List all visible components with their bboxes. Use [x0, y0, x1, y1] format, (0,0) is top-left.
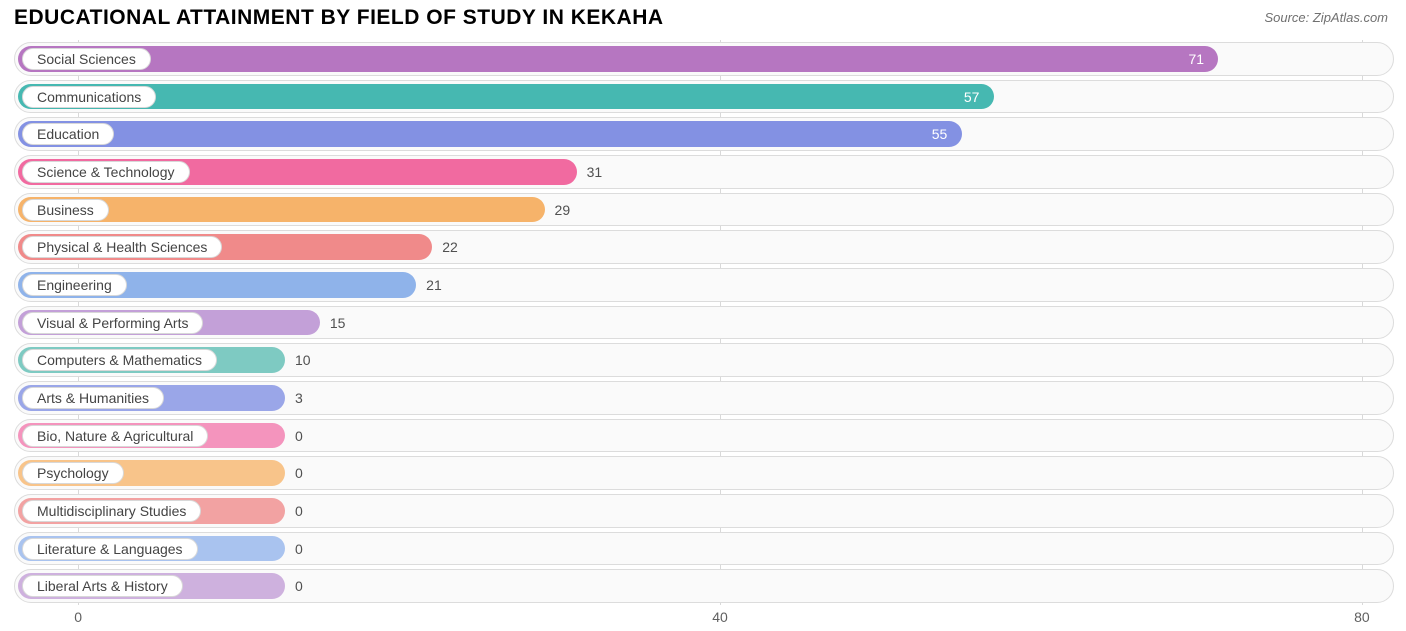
- bar-value-label: 0: [295, 465, 303, 481]
- bar-value-label: 0: [295, 578, 303, 594]
- bar-fill: [18, 46, 1218, 72]
- bar-category-label: Communications: [22, 86, 156, 108]
- chart-container: EDUCATIONAL ATTAINMENT BY FIELD OF STUDY…: [0, 0, 1406, 631]
- x-axis: 0 40 80: [14, 609, 1394, 627]
- bar-row: Engineering 21: [14, 268, 1394, 302]
- bar-value-label: 0: [295, 541, 303, 557]
- bar-row: Education 55: [14, 117, 1394, 151]
- bar-value-label: 31: [587, 164, 603, 180]
- x-axis-tick-label: 80: [1354, 609, 1370, 625]
- bar-category-label: Computers & Mathematics: [22, 349, 217, 371]
- bar-row: Bio, Nature & Agricultural 0: [14, 419, 1394, 453]
- chart-title: EDUCATIONAL ATTAINMENT BY FIELD OF STUDY…: [14, 6, 664, 30]
- bar-row: Literature & Languages 0: [14, 532, 1394, 566]
- bar-value-label: 71: [1188, 51, 1204, 67]
- x-axis-tick-label: 0: [74, 609, 82, 625]
- bar-value-label: 21: [426, 277, 442, 293]
- bar-category-label: Engineering: [22, 274, 127, 296]
- bar-category-label: Education: [22, 123, 114, 145]
- bar-category-label: Bio, Nature & Agricultural: [22, 425, 208, 447]
- bar-category-label: Visual & Performing Arts: [22, 312, 203, 334]
- bar-value-label: 29: [555, 202, 571, 218]
- bar-fill: [18, 121, 962, 147]
- bar-category-label: Physical & Health Sciences: [22, 236, 222, 258]
- bar-value-label: 22: [442, 239, 458, 255]
- bar-group: Social Sciences 71 Communications 57 Educati…: [14, 40, 1394, 605]
- bar-row: Science & Technology 31: [14, 155, 1394, 189]
- bar-row: Business 29: [14, 193, 1394, 227]
- plot-area: Social Sciences 71 Communications 57 Educati…: [14, 40, 1394, 605]
- bar-row: Psychology 0: [14, 456, 1394, 490]
- bar-row: Multidisciplinary Studies 0: [14, 494, 1394, 528]
- bar-category-label: Literature & Languages: [22, 538, 198, 560]
- bar-category-label: Science & Technology: [22, 161, 190, 183]
- x-axis-tick-label: 40: [712, 609, 728, 625]
- bar-row: Social Sciences 71: [14, 42, 1394, 76]
- bar-row: Visual & Performing Arts 15: [14, 306, 1394, 340]
- bar-value-label: 3: [295, 390, 303, 406]
- bar-value-label: 10: [295, 352, 311, 368]
- bar-fill: [18, 84, 994, 110]
- bar-row: Communications 57: [14, 80, 1394, 114]
- bar-value-label: 0: [295, 428, 303, 444]
- bar-category-label: Psychology: [22, 462, 124, 484]
- bar-category-label: Business: [22, 199, 109, 221]
- bar-row: Computers & Mathematics 10: [14, 343, 1394, 377]
- bar-row: Liberal Arts & History 0: [14, 569, 1394, 603]
- bar-row: Physical & Health Sciences 22: [14, 230, 1394, 264]
- bar-value-label: 57: [964, 89, 980, 105]
- source-attribution: Source: ZipAtlas.com: [1264, 10, 1388, 25]
- bar-value-label: 0: [295, 503, 303, 519]
- bar-value-label: 15: [330, 315, 346, 331]
- bar-category-label: Liberal Arts & History: [22, 575, 183, 597]
- bar-row: Arts & Humanities 3: [14, 381, 1394, 415]
- bar-category-label: Multidisciplinary Studies: [22, 500, 201, 522]
- bar-category-label: Social Sciences: [22, 48, 151, 70]
- bar-category-label: Arts & Humanities: [22, 387, 164, 409]
- bar-value-label: 55: [932, 126, 948, 142]
